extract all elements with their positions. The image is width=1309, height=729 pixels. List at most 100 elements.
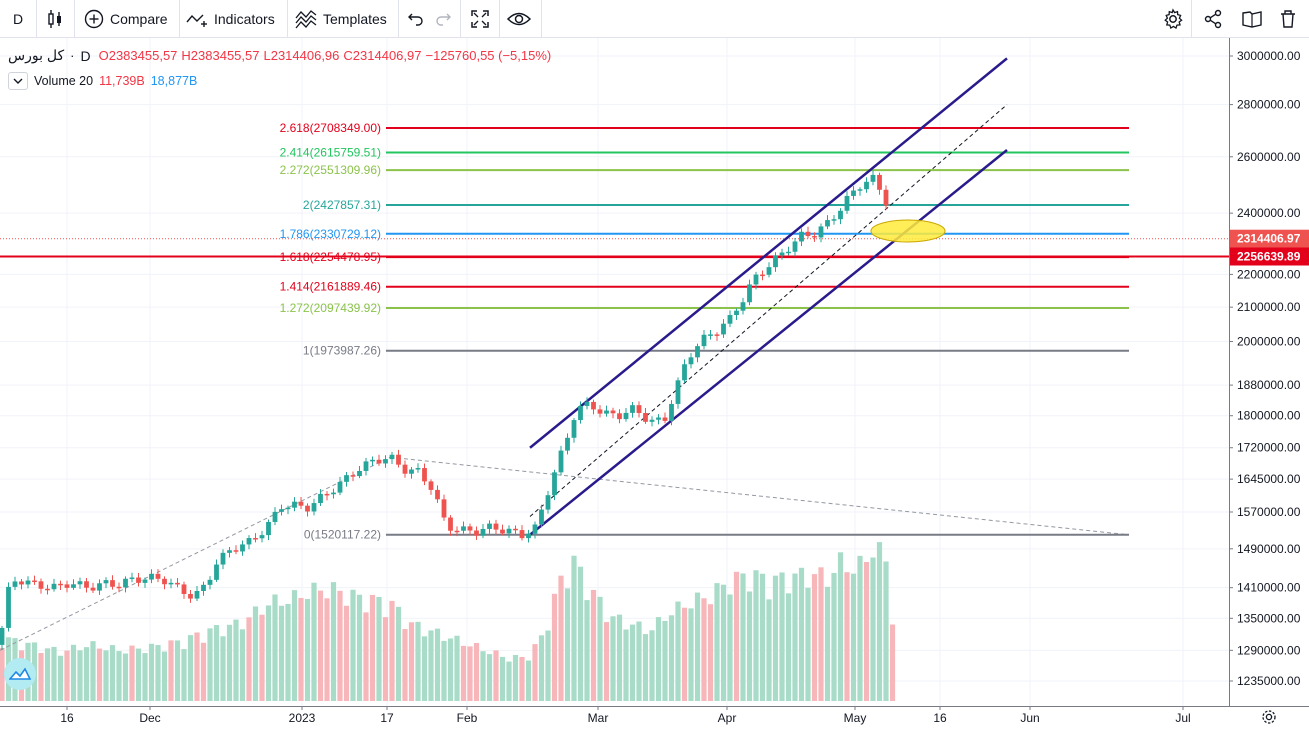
undo-button[interactable]: [407, 0, 425, 37]
volume-bar: [558, 575, 564, 701]
volume-bar: [532, 644, 538, 701]
chart-style-button[interactable]: [44, 0, 66, 37]
axis-settings-icon[interactable]: [1262, 710, 1276, 724]
candle-body: [623, 412, 629, 420]
top-toolbar: D Compare Indicators Templates: [0, 0, 1309, 38]
symbol-name[interactable]: كل بورس: [8, 47, 65, 63]
candle-body: [396, 454, 401, 465]
candle-body: [84, 581, 89, 588]
candle-body: [545, 495, 551, 510]
candle-body: [71, 584, 76, 588]
volume-bar: [77, 650, 83, 701]
settings-button[interactable]: [1162, 0, 1184, 37]
volume-bar: [824, 586, 831, 701]
screenshot-button[interactable]: [506, 0, 532, 37]
candle-body: [675, 380, 681, 404]
gear-icon: [1164, 7, 1183, 29]
volume-bars: [0, 542, 896, 701]
time-tick-label: Feb: [457, 711, 478, 725]
volume-bar: [772, 575, 779, 701]
candle-body: [0, 627, 5, 645]
volume-bar: [467, 646, 473, 701]
price-tick-label: 1235000.00: [1237, 674, 1301, 688]
volume-bar: [187, 635, 194, 701]
candle-body: [701, 334, 707, 347]
volume-bar: [220, 636, 226, 701]
volume-bar: [740, 573, 746, 701]
candle-body: [12, 581, 18, 587]
volume-bar: [350, 589, 356, 701]
candle-body: [513, 528, 518, 531]
candle-body: [708, 334, 713, 336]
tradingview-logo[interactable]: [4, 658, 36, 690]
fib-level-label: 0(1520117.22): [304, 528, 381, 542]
publish-button[interactable]: [1241, 0, 1263, 37]
candle-body: [240, 544, 245, 552]
volume-indicator-name[interactable]: Volume 20: [34, 74, 94, 88]
templates-button[interactable]: Templates: [295, 0, 387, 37]
redo-icon: [436, 13, 451, 26]
candle-body: [90, 587, 96, 591]
fullscreen-button[interactable]: [470, 0, 490, 37]
volume-bar: [714, 583, 720, 701]
candle-body: [552, 472, 557, 496]
volume-bar: [90, 641, 96, 701]
volume-bar: [584, 600, 590, 701]
chart-grid: [0, 37, 1229, 706]
candle-body: [506, 528, 512, 534]
price-tick-label: 1410000.00: [1237, 581, 1301, 595]
volume-bar: [655, 617, 662, 701]
fib-level-label: 1.414(2161889.46): [280, 280, 381, 294]
volume-bar: [681, 607, 688, 701]
candle-body: [584, 401, 590, 406]
compare-button[interactable]: Compare: [84, 0, 168, 37]
volume-bar: [38, 653, 44, 701]
price-tick-label: 1800000.00: [1237, 409, 1301, 423]
candle-body: [175, 582, 180, 585]
templates-icon: [295, 9, 317, 28]
legend-high: H2383455,57: [181, 48, 260, 63]
fib-level-label: 2.272(2551309.96): [280, 163, 381, 177]
plus-circle-icon: [84, 9, 104, 28]
time-axis-bg: [0, 706, 1309, 729]
candle-body: [383, 459, 388, 464]
collapse-legend-button[interactable]: [8, 72, 28, 90]
candle-body: [870, 174, 876, 182]
candle-body: [415, 468, 421, 470]
candle-body: [6, 586, 11, 628]
candle-body: [500, 529, 505, 534]
volume-bar: [265, 605, 272, 701]
candle-body: [116, 586, 122, 589]
volume-bar: [512, 654, 519, 701]
candle-body: [402, 464, 408, 474]
time-tick-label: 2023: [289, 711, 316, 725]
candle-body: [526, 533, 531, 539]
redo-button[interactable]: [434, 0, 452, 37]
volume-bar: [850, 573, 857, 701]
legend-low: L2314406,96: [263, 48, 340, 63]
candle-body: [760, 274, 765, 277]
candle-body: [64, 584, 70, 588]
price-tick-label: 2000000.00: [1237, 335, 1301, 349]
volume-bar: [83, 647, 90, 701]
volume-bar: [727, 594, 733, 701]
delete-button[interactable]: [1279, 0, 1297, 37]
candle-body: [857, 189, 863, 191]
volume-bar: [70, 644, 77, 701]
candle-body: [812, 236, 817, 238]
book-icon: [1242, 10, 1262, 28]
interval-selector[interactable]: D: [8, 0, 28, 37]
share-button[interactable]: [1203, 0, 1223, 37]
volume-bar: [460, 645, 467, 701]
volume-bar: [701, 598, 707, 701]
volume-bar: [675, 601, 681, 701]
candle-body: [363, 461, 369, 471]
volume-bar: [857, 555, 863, 701]
candle-body: [259, 535, 265, 539]
candle-body: [766, 267, 772, 275]
candle-body: [207, 579, 213, 585]
price-tick-label: 3000000.00: [1237, 49, 1301, 63]
indicators-button[interactable]: Indicators: [186, 0, 275, 37]
candle-body: [123, 578, 128, 588]
